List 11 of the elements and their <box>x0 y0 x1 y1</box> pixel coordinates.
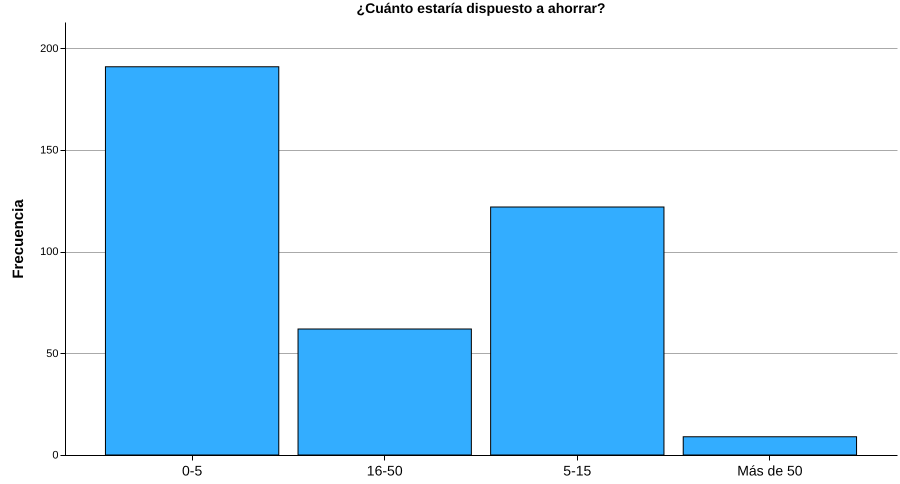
y-axis-title: Frecuencia <box>10 198 28 279</box>
y-tick-label: 200 <box>40 42 58 55</box>
chart-title: ¿Cuánto estaría dispuesto a ahorrar? <box>356 0 606 16</box>
y-tick-label: 100 <box>40 246 58 258</box>
y-tick-label: 0 <box>52 450 58 462</box>
x-tick-label: Más de 50 <box>737 462 803 478</box>
x-tick-label: 5-15 <box>563 462 592 478</box>
y-tick-label: 50 <box>46 348 58 360</box>
x-tick-label: 0-5 <box>182 462 202 478</box>
y-tick-label: 150 <box>40 144 58 157</box>
x-tick-label: 16-50 <box>366 462 403 478</box>
